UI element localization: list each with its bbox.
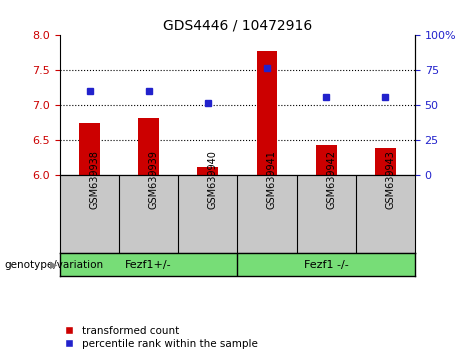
Legend: transformed count, percentile rank within the sample: transformed count, percentile rank withi…: [65, 326, 258, 349]
Text: ▶: ▶: [50, 259, 58, 270]
Text: Fezf1 -/-: Fezf1 -/-: [304, 259, 349, 270]
Text: GSM639940: GSM639940: [208, 150, 218, 209]
Text: GSM639942: GSM639942: [326, 150, 336, 209]
Bar: [79, 123, 100, 175]
Title: GDS4446 / 10472916: GDS4446 / 10472916: [163, 19, 312, 33]
Bar: [138, 118, 159, 175]
Bar: [375, 148, 396, 175]
Text: GSM639943: GSM639943: [385, 150, 396, 209]
Text: GSM639941: GSM639941: [267, 150, 277, 209]
Text: Fezf1+/-: Fezf1+/-: [125, 259, 172, 270]
Text: genotype/variation: genotype/variation: [5, 259, 104, 270]
Text: GSM639938: GSM639938: [89, 150, 100, 209]
Bar: [197, 167, 218, 175]
Bar: [257, 51, 278, 175]
Bar: [316, 145, 337, 175]
Text: GSM639939: GSM639939: [148, 150, 159, 209]
